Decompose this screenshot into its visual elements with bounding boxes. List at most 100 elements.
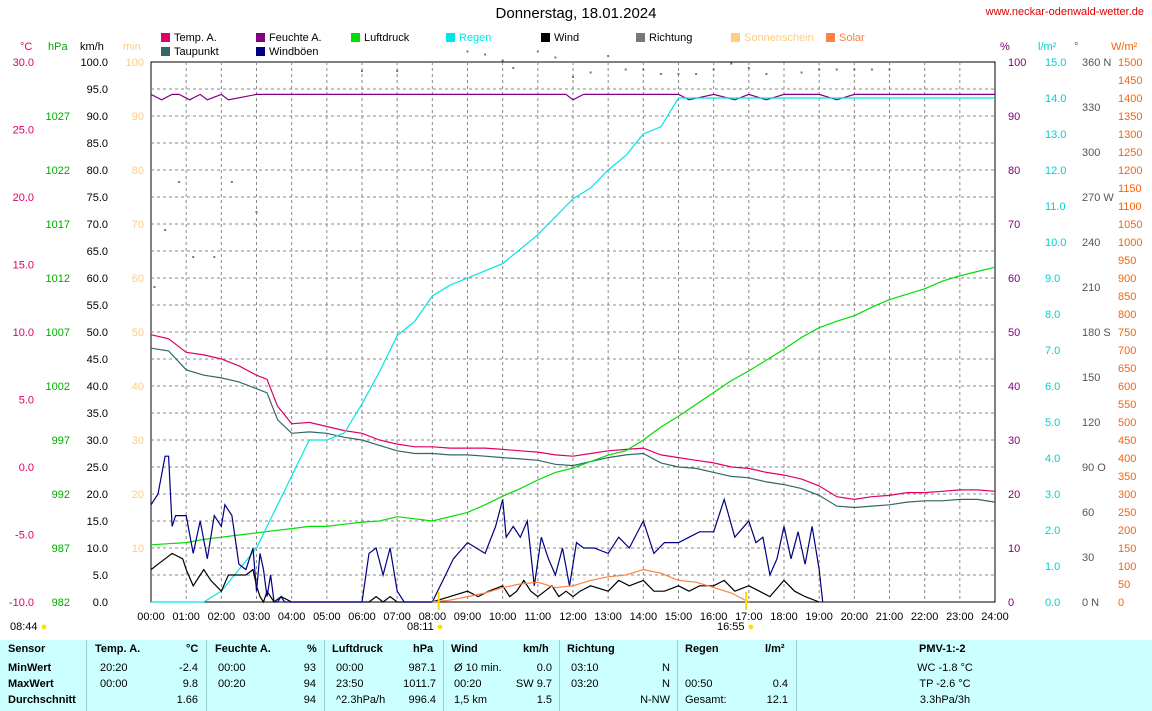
direction-point (213, 256, 216, 258)
legend-item: Regen (446, 32, 491, 44)
direction-point (255, 211, 258, 213)
time-tick: 22:00 (911, 611, 939, 623)
time-tick: 00:00 (137, 611, 165, 623)
stats-cell-pmv: 3.3hPa/3h (919, 694, 971, 706)
direction-tick: 360 N (1082, 57, 1111, 69)
direction-point (536, 50, 539, 53)
pressure-tick: 1002 (46, 381, 70, 393)
time-tick: 16:00 (700, 611, 728, 623)
row-label-min: MinWert (8, 662, 52, 674)
legend-item: Luftdruck (351, 32, 409, 44)
solar-tick: 650 (1118, 363, 1136, 375)
stats-cell-wind-time: Ø 10 min. (454, 662, 502, 674)
stats-cell-hum-val: 94 (303, 694, 316, 706)
direction-point (230, 181, 233, 183)
temp-tick: 0.0 (19, 462, 34, 474)
pressure-tick: 1022 (46, 165, 70, 177)
wind-tick: 75.0 (87, 192, 108, 204)
rain-tick: 2.0 (1045, 525, 1060, 537)
legend-item: Wind (541, 32, 579, 44)
rain-tick: 5.0 (1045, 417, 1060, 429)
stats-cell-pmv: TP -2.6 °C (919, 678, 971, 690)
rain-tick: 8.0 (1045, 309, 1060, 321)
direction-point (589, 71, 592, 74)
temp-tick: 5.0 (19, 395, 34, 407)
time-tick: 20:00 (841, 611, 869, 623)
row-label-avg: Durchschnitt (8, 694, 76, 706)
temp-unit: °C (20, 41, 32, 53)
legend-label: Richtung (649, 32, 693, 44)
pressure-tick: 987 (52, 543, 70, 555)
stats-cell-temp-time: 20:20 (100, 662, 128, 674)
direction-tick: 240 (1082, 237, 1100, 249)
legend-label: Luftdruck (364, 32, 410, 44)
time-tick: 08:00 (419, 611, 447, 623)
solar-tick: 700 (1118, 345, 1136, 357)
direction-point (642, 68, 645, 71)
direction-point (712, 68, 715, 71)
series-temp-a (150, 334, 996, 501)
stats-cell-rain-val: 0.4 (772, 678, 788, 690)
stats-header-pressure: Luftdruck (332, 643, 383, 655)
time-tick: 09:00 (454, 611, 482, 623)
wind-unit: km/h (80, 41, 104, 53)
legend-label: Wind (554, 32, 580, 44)
stats-cell-wind-time: 1,5 km (454, 694, 488, 706)
temp-tick: -5.0 (15, 530, 34, 542)
stats-cell-press-time: 23:50 (336, 678, 364, 690)
legend-item: Solar (826, 32, 865, 44)
temp-tick: -10.0 (9, 597, 34, 609)
stats-cell-hum-val: 93 (303, 662, 316, 674)
stats-header-humidity-unit: % (307, 643, 317, 655)
direction-tick: 120 (1082, 417, 1100, 429)
stats-header-wind: Wind (451, 643, 478, 655)
stats-cell-dir-time: 03:10 (571, 662, 599, 674)
direction-point (484, 53, 487, 56)
stats-cell-temp-val: 9.8 (182, 678, 198, 690)
time-tick: 14:00 (630, 611, 658, 623)
sunset-time: 16:55 ● (717, 621, 755, 633)
pressure-tick: 1017 (46, 219, 70, 231)
solar-tick: 750 (1118, 327, 1136, 339)
temp-tick: 30.0 (13, 57, 34, 69)
stats-cell-hum-time: 00:00 (218, 662, 246, 674)
rain-tick: 13.0 (1045, 129, 1066, 141)
wind-tick: 60.0 (87, 273, 108, 285)
solar-tick: 1350 (1118, 111, 1142, 123)
wind-tick: 100.0 (80, 57, 108, 69)
legend-swatch (161, 33, 170, 42)
solar-tick: 1000 (1118, 237, 1142, 249)
solar-tick: 1500 (1118, 57, 1142, 69)
stats-cell-wind-val: 1.5 (536, 694, 552, 706)
direction-point (783, 61, 785, 63)
wind-tick: 50.0 (87, 327, 108, 339)
wind-tick: 40.0 (87, 381, 108, 393)
time-tick: 23:00 (946, 611, 974, 623)
wind-tick: 30.0 (87, 435, 108, 447)
humidity-tick: 80 (1008, 165, 1020, 177)
time-tick: 17:00 (735, 611, 763, 623)
stats-cell-dir-time: 03:20 (571, 678, 599, 690)
minutes-tick: 80 (132, 165, 144, 177)
humidity-tick: 90 (1008, 111, 1020, 123)
direction-point (572, 76, 574, 78)
direction-point (396, 70, 399, 72)
site-link[interactable]: www.neckar-odenwald-wetter.de (985, 6, 1144, 18)
wind-tick: 35.0 (87, 408, 108, 420)
direction-point (466, 50, 469, 53)
humidity-tick: 30 (1008, 435, 1020, 447)
solar-tick: 1100 (1118, 201, 1142, 213)
rain-tick: 12.0 (1045, 165, 1066, 177)
solar-tick: 1400 (1118, 93, 1142, 105)
legend-swatch (161, 47, 170, 56)
legend-swatch (541, 33, 550, 42)
stats-cell-rain-time: Gesamt: (685, 694, 727, 706)
direction-tick: 0 N (1082, 597, 1099, 609)
legend-label: Temp. A. (174, 32, 217, 44)
time-tick: 02:00 (208, 611, 236, 623)
temp-tick: 15.0 (13, 260, 34, 272)
series-solar (432, 568, 750, 603)
solar-tick: 900 (1118, 273, 1136, 285)
time-tick: 24:00 (981, 611, 1009, 623)
stats-table: Sensor Temp. A. °C Feuchte A. % Luftdruc… (0, 640, 1152, 711)
